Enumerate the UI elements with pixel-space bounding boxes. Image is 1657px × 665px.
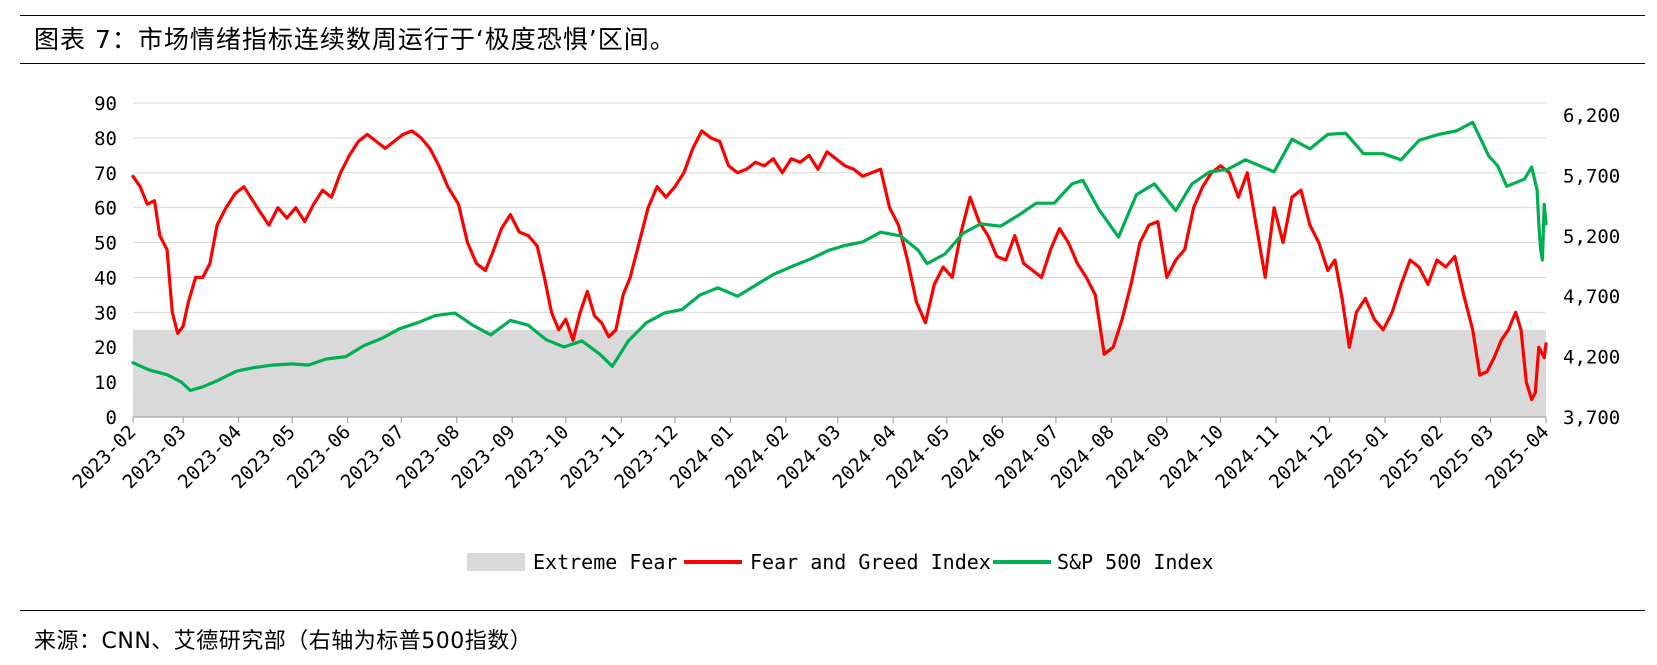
y-left-tick-label: 70 [94,163,117,185]
y-left-tick-label: 20 [94,337,117,359]
legend: Extreme Fear Fear and Greed Index S&P 500 … [467,550,1214,574]
y-right-axis: 3,700 4,200 4,700 5,200 5,700 6,200 [1563,105,1620,429]
y-left-tick-label: 90 [94,93,117,115]
y-left-tick-label: 50 [94,233,117,255]
legend-swatch-extreme-fear [467,553,525,571]
fear-greed-line [131,129,1548,402]
y-right-tick-label: 5,200 [1563,226,1620,248]
source-note: 来源：CNN、艾德研究部（右轴为标普500指数） [34,629,533,654]
legend-label-fear-greed: Fear and Greed Index [750,550,991,574]
chart: 0 10 20 30 40 50 60 70 80 90 3,700 4,200 4,700 5,200… [68,93,1620,574]
y-right-tick-label: 4,700 [1563,286,1620,308]
top-rule [20,15,1645,16]
figure-title: 图表 7：市场情绪指标连续数周运行于‘极度恐惧’区间。 [34,25,676,54]
y-right-tick-label: 3,700 [1563,407,1620,429]
extreme-fear-band [133,329,1546,417]
y-left-tick-label: 30 [94,302,117,324]
y-left-tick-label: 80 [94,128,117,150]
y-left-tick-label: 10 [94,372,117,394]
y-right-tick-label: 4,200 [1563,347,1620,369]
source-rule [20,610,1645,611]
series-lines [131,120,1548,402]
legend-label-sp500: S&P 500 Index [1057,550,1214,574]
y-left-tick-label: 0 [106,407,117,429]
y-left-tick-label: 60 [94,198,117,220]
sp500-line [131,120,1548,392]
y-left-tick-label: 40 [94,267,117,289]
x-axis: 2023-022023-032023-042023-052023-062023-… [68,417,1554,493]
legend-label-extreme-fear: Extreme Fear [533,550,678,574]
title-rule [20,63,1645,64]
y-left-axis: 0 10 20 30 40 50 60 70 80 90 [94,93,117,429]
y-right-tick-label: 6,200 [1563,105,1620,127]
y-right-tick-label: 5,700 [1563,165,1620,187]
